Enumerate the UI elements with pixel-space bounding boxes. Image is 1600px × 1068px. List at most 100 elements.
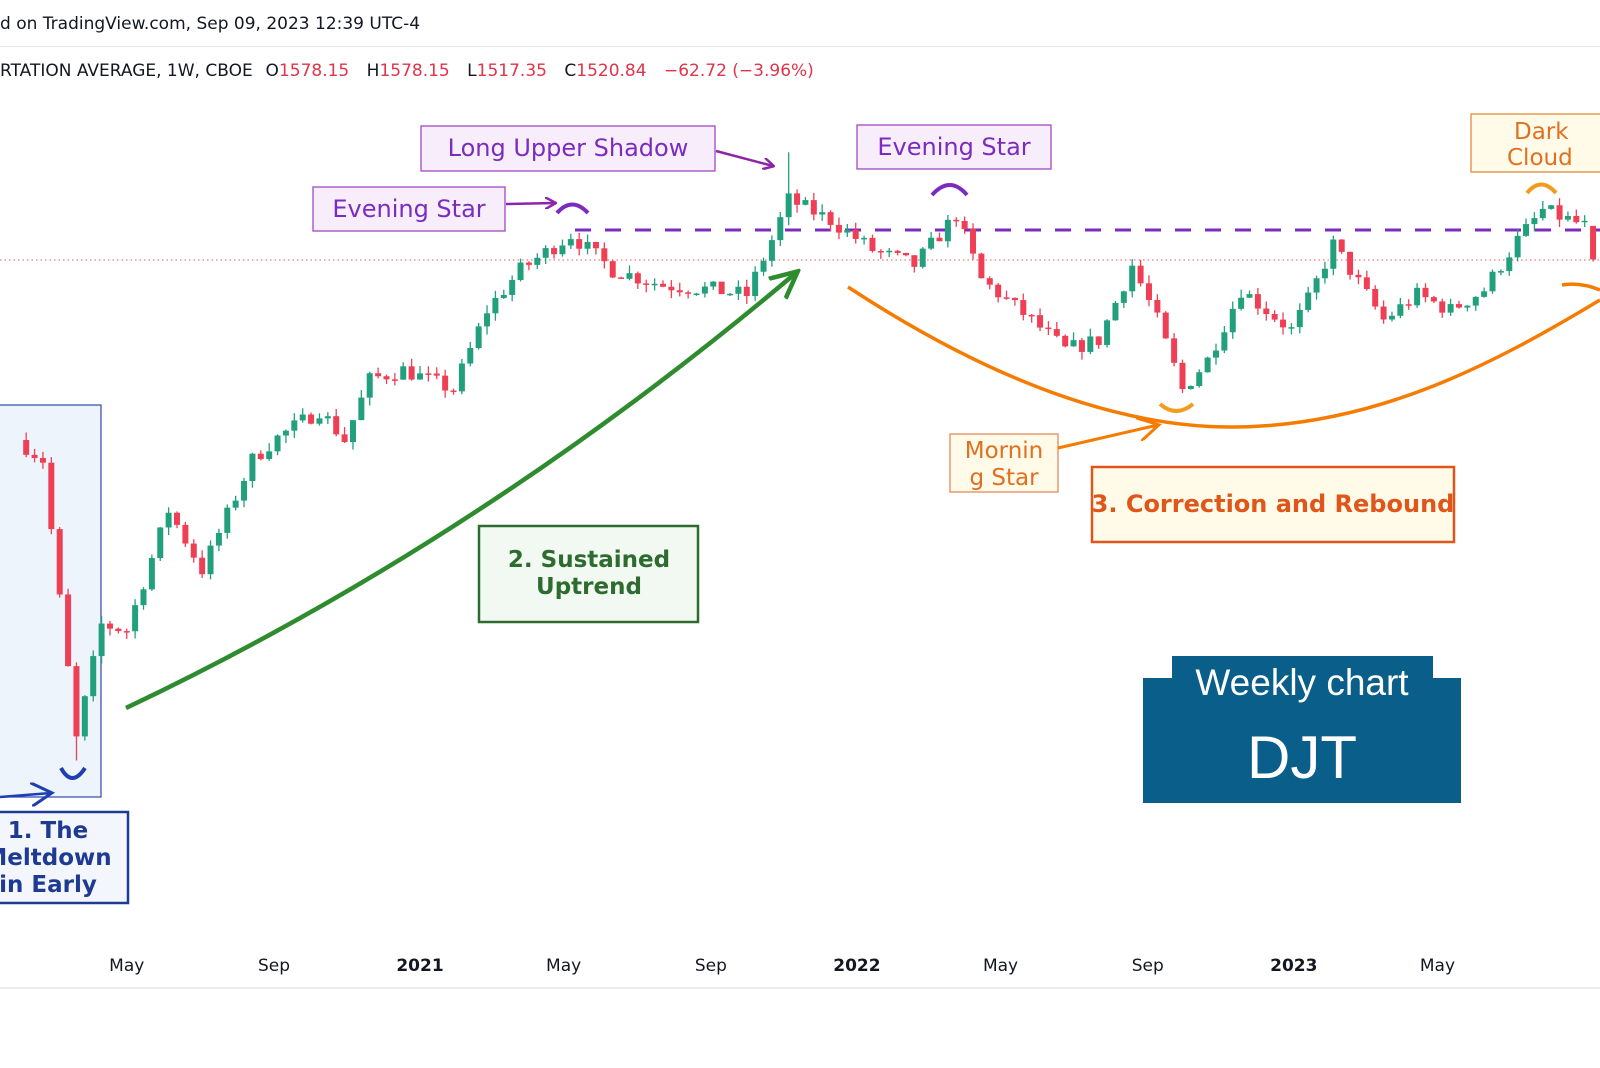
candle (1145, 275, 1152, 307)
meltdown-label-line3: in Early (0, 872, 97, 898)
candle (475, 322, 482, 350)
candle-body (542, 248, 549, 258)
candle (777, 211, 784, 247)
header-divider (0, 46, 1600, 47)
candle-body (1531, 218, 1538, 225)
candle-body (1204, 357, 1211, 373)
candle (861, 235, 868, 245)
candle (90, 650, 97, 702)
candle (802, 197, 809, 206)
dark-cloud-cap-icon (1525, 182, 1558, 195)
candle (1514, 229, 1521, 262)
evening-star-annotation-1[interactable]: Evening Star (312, 186, 590, 232)
candle (1347, 251, 1354, 280)
candle (576, 232, 583, 256)
meltdown-annotation[interactable]: 1. The Meltdown in Early (0, 766, 130, 905)
candle (1338, 239, 1345, 254)
candle (852, 222, 859, 244)
high-label: H (366, 61, 380, 81)
evening-star-annotation-2[interactable]: Evening Star (856, 124, 1052, 197)
dark-cloud-label-line1: Dark (1514, 119, 1569, 145)
candle (1037, 308, 1044, 332)
candle (601, 242, 608, 269)
candle-body (701, 286, 708, 294)
long-upper-shadow-annotation[interactable]: Long Upper Shadow (420, 125, 773, 172)
correction-annotation[interactable]: Mornin g Star 3. Correction and Rebound (847, 282, 1600, 544)
candle (1028, 314, 1035, 323)
candle (366, 371, 373, 406)
candle (182, 521, 189, 548)
candle-body (978, 253, 985, 279)
candle (65, 588, 72, 667)
candle (1321, 261, 1328, 284)
candle-body (970, 229, 977, 254)
open-value: 1578.15 (278, 61, 350, 81)
candle (1573, 209, 1580, 224)
candle (73, 662, 80, 761)
candle-body (1472, 296, 1479, 306)
candle (584, 234, 591, 255)
candle-body (1380, 306, 1387, 320)
candle-body (215, 532, 222, 546)
candle (316, 413, 323, 426)
candle (1196, 369, 1203, 388)
candle-body (417, 373, 423, 380)
candle (1104, 319, 1111, 348)
candle-body (1078, 340, 1085, 352)
candle-body (458, 363, 465, 392)
candle (643, 279, 650, 293)
candle (241, 477, 248, 508)
candle-body (1196, 372, 1203, 386)
candle (1254, 287, 1261, 315)
candle (1137, 259, 1144, 287)
candle-body (1037, 315, 1044, 328)
low-label: L (467, 61, 477, 81)
candle-body (752, 271, 759, 297)
candle-body (475, 326, 482, 348)
evening-star-cap-icon-2 (930, 183, 969, 197)
candle (492, 290, 499, 321)
x-axis: 0MaySep2021MaySep2022MaySep2023May (109, 956, 1455, 976)
uptrend-annotation[interactable]: 2. Sustained Uptrend (125, 272, 797, 711)
candle (1271, 310, 1278, 323)
candle (902, 252, 909, 257)
candle-body (349, 420, 356, 443)
candle (274, 434, 281, 456)
candle (1112, 301, 1119, 321)
candle (1355, 269, 1362, 285)
candle-body (1590, 225, 1597, 260)
candle (1590, 225, 1597, 262)
candle (1430, 295, 1437, 304)
candle-body (1455, 304, 1462, 308)
meltdown-box (0, 810, 130, 905)
candle (140, 587, 147, 610)
candle (1062, 334, 1069, 348)
candle (484, 305, 491, 335)
candle (693, 292, 700, 296)
uptrend-box (477, 524, 700, 624)
candle-body (567, 239, 574, 246)
candle (1020, 293, 1027, 321)
candle-body (1489, 271, 1496, 292)
candle-body (425, 373, 432, 375)
candle (349, 420, 356, 450)
candle (199, 550, 206, 578)
candle-body (1028, 314, 1035, 317)
candle-body (1070, 340, 1077, 347)
candle (768, 235, 775, 267)
candle-body (894, 250, 901, 253)
candle-body (634, 273, 641, 284)
candle (1087, 328, 1094, 355)
dark-cloud-annotation[interactable]: Dark Cloud (1470, 113, 1600, 195)
candle (710, 281, 717, 290)
candle-body (576, 239, 583, 249)
candle-body (651, 283, 658, 286)
candle-body (1313, 278, 1320, 293)
candle-body (1280, 319, 1287, 328)
candle (1531, 212, 1538, 232)
candle (31, 448, 38, 463)
candle (551, 245, 558, 259)
badge-body (1143, 678, 1461, 803)
meltdown-label-line1: 1. The (8, 818, 88, 844)
